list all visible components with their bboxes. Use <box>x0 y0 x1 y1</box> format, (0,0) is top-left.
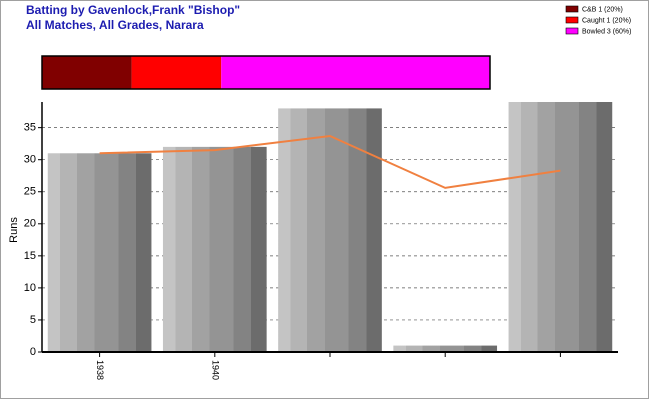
bar <box>162 146 267 352</box>
chart-subtitle: All Matches, All Grades, Narara <box>26 18 204 32</box>
legend-label: Bowled 3 (60%) <box>582 28 631 35</box>
x-tick-label: 1938 <box>95 360 105 380</box>
y-tick-label: 0 <box>30 346 36 358</box>
bar-outline <box>41 55 491 90</box>
y-tick-label: 15 <box>24 250 36 262</box>
bar <box>47 153 152 352</box>
legend-label: Caught 1 (20%) <box>582 17 631 24</box>
legend-label: C&B 1 (20%) <box>582 6 623 13</box>
segment <box>221 56 490 89</box>
legend-swatch <box>565 27 579 35</box>
bar <box>393 345 498 352</box>
bar <box>508 102 613 352</box>
bar <box>278 108 382 353</box>
legend-swatch <box>565 16 579 24</box>
y-tick-label: 20 <box>24 218 36 230</box>
y-tick-label: 25 <box>24 186 36 198</box>
y-tick-label: 5 <box>30 314 36 326</box>
y-tick-label: 10 <box>24 282 36 294</box>
y-tick-label: 35 <box>24 122 36 134</box>
legend-swatch <box>565 5 579 13</box>
segment <box>131 56 222 89</box>
y-axis-label: Runs <box>8 217 20 243</box>
line <box>99 134 561 189</box>
x-tick-label: 1940 <box>210 360 220 380</box>
y-tick-label: 30 <box>24 154 36 166</box>
chart-title: Batting by Gavenlock,Frank "Bishop" <box>26 3 240 17</box>
segment <box>42 56 132 89</box>
